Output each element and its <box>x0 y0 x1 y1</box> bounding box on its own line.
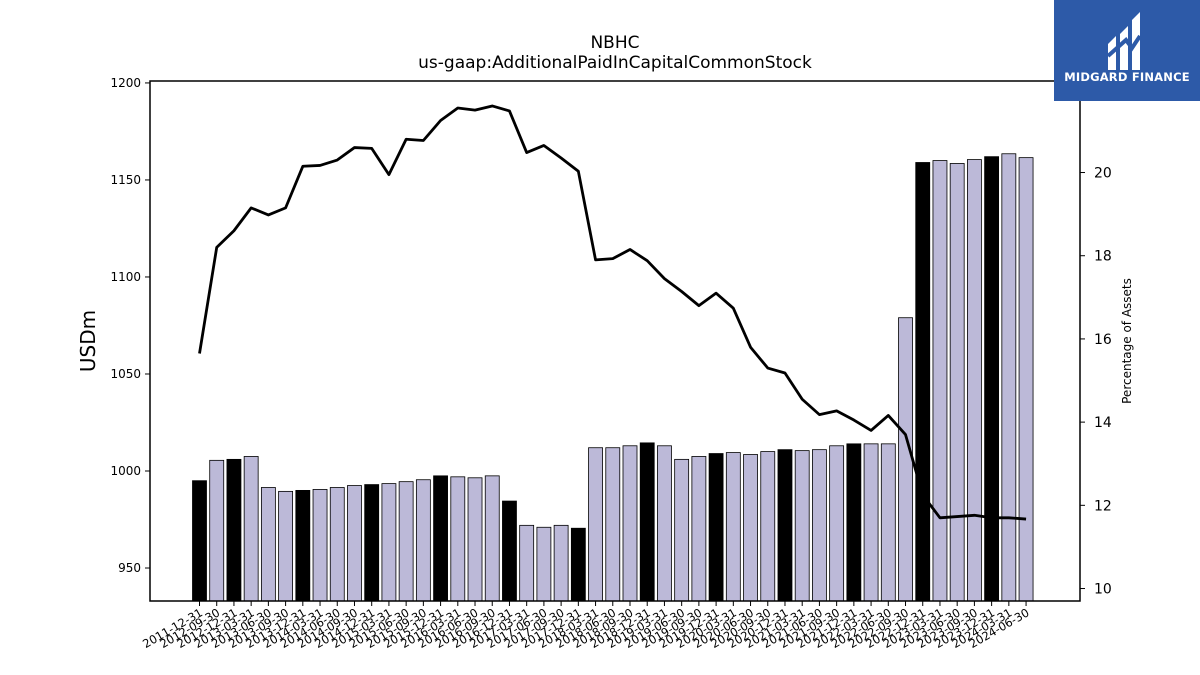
bar <box>295 489 311 602</box>
bar <box>1018 157 1034 602</box>
bar <box>691 456 707 602</box>
bar <box>502 500 517 602</box>
bar <box>398 481 414 602</box>
bar <box>226 458 242 602</box>
y-tick-label: 1200 <box>110 76 141 90</box>
bar <box>708 453 724 602</box>
bar <box>1001 153 1017 602</box>
y-tick-label: 1050 <box>110 367 141 381</box>
bar <box>949 163 965 602</box>
bar <box>743 454 758 602</box>
brand-logo: MIDGARD FINANCE <box>1054 0 1200 101</box>
bar <box>880 443 896 602</box>
logo-text: MIDGARD FINANCE <box>1064 70 1190 84</box>
bar <box>192 480 207 602</box>
chart-title: NBHC <box>590 33 639 53</box>
y2-axis-label: Percentage of Assets <box>1120 278 1134 404</box>
bar <box>863 443 879 602</box>
bar <box>812 449 827 602</box>
y-axis-left: 950 1000 1050 1100 1150 1200 <box>110 76 150 575</box>
bar <box>932 160 948 602</box>
bar <box>260 487 276 602</box>
bar <box>536 526 552 602</box>
plot-frame <box>149 80 1081 602</box>
bar <box>364 484 380 602</box>
y-tick-label: 1150 <box>110 173 141 187</box>
y2-tick-label: 12 <box>1094 498 1112 514</box>
bar-series <box>192 153 1034 602</box>
y-axis-label: USDm <box>76 310 100 372</box>
bar <box>484 475 500 602</box>
chart-subtitle: us-gaap:AdditionalPaidInCapitalCommonSto… <box>418 53 812 73</box>
bar <box>622 445 638 602</box>
y-axis-right: 10 12 14 16 18 20 <box>1080 166 1112 598</box>
y2-tick-label: 14 <box>1094 415 1112 431</box>
bar <box>605 447 621 602</box>
y2-tick-label: 18 <box>1094 249 1112 265</box>
bar <box>278 490 294 602</box>
bar <box>674 458 690 602</box>
bar <box>760 451 776 602</box>
bar <box>329 487 345 602</box>
bar <box>794 450 810 602</box>
y-tick-label: 1100 <box>110 270 141 284</box>
y2-tick-label: 20 <box>1094 166 1112 182</box>
y-tick-label: 1000 <box>110 464 141 478</box>
bar <box>846 443 862 602</box>
bar <box>639 442 655 602</box>
y-tick-label: 950 <box>118 561 141 575</box>
bar <box>433 475 448 602</box>
bar <box>829 445 845 602</box>
bar <box>725 452 741 602</box>
bar <box>467 477 483 602</box>
bar <box>657 445 672 602</box>
bar <box>553 524 569 602</box>
bar <box>347 485 362 602</box>
y2-tick-label: 16 <box>1094 332 1112 348</box>
bar <box>243 456 259 602</box>
bar <box>312 489 328 602</box>
bar <box>519 524 535 602</box>
bar <box>984 156 1000 602</box>
bar <box>915 162 931 602</box>
bar <box>777 449 793 602</box>
y2-tick-label: 10 <box>1094 582 1112 598</box>
bar <box>967 159 982 602</box>
bar <box>570 527 586 602</box>
bar <box>415 479 431 602</box>
bar <box>450 476 466 602</box>
line-series-path <box>198 104 1027 521</box>
bar <box>588 447 603 602</box>
x-axis: 2011-12-312012-09-302012-12-312013-03-31… <box>140 601 1032 651</box>
midgard-logo-icon <box>1106 12 1142 70</box>
line-series <box>198 104 1027 521</box>
bar <box>209 459 225 602</box>
bar <box>381 483 397 602</box>
bar <box>898 317 913 602</box>
